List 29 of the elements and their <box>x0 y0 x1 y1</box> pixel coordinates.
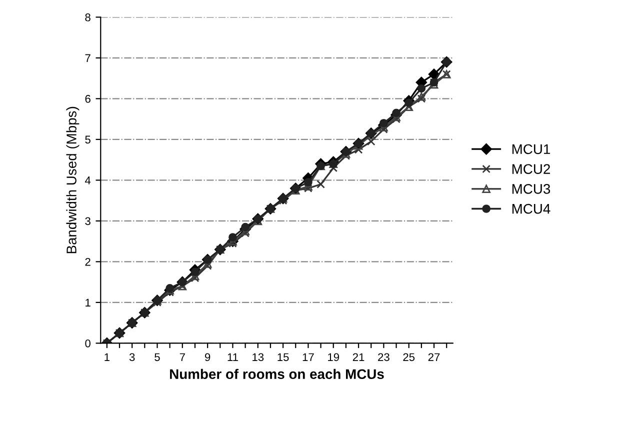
x-tick-label: 27 <box>428 353 440 361</box>
legend-label: MCU1 <box>512 144 550 154</box>
y-tick-label: 2 <box>85 258 90 266</box>
x-tick-label: 17 <box>302 353 314 361</box>
x-tick-label: 25 <box>403 353 415 362</box>
x-tick-label: 1 <box>104 353 110 361</box>
x-tick-label: 3 <box>129 353 135 362</box>
legend-label: MCU4 <box>512 204 550 214</box>
x-tick-label: 15 <box>278 353 289 362</box>
x-tick-label: 9 <box>205 353 210 362</box>
y-tick-label: 8 <box>85 13 90 22</box>
y-tick-label: 7 <box>85 54 90 62</box>
x-tick-label: 23 <box>378 353 390 362</box>
y-tick-label: 4 <box>84 176 91 184</box>
y-tick-label: 6 <box>85 94 90 103</box>
y-tick-label: 0 <box>85 339 90 348</box>
y-tick-label: 3 <box>85 217 90 226</box>
x-axis-title: Number of rooms on each MCUs <box>170 368 384 380</box>
y-tick-label: 5 <box>85 136 90 144</box>
x-tick-label: 7 <box>180 353 185 361</box>
x-tick-label: 5 <box>154 353 160 362</box>
x-tick-label: 19 <box>328 353 340 362</box>
legend-label: MCU3 <box>512 184 550 194</box>
x-tick-label: 13 <box>252 353 264 362</box>
x-tick-label: 11 <box>228 353 238 361</box>
legend-label: MCU2 <box>512 164 550 174</box>
y-tick-label: 1 <box>86 298 90 306</box>
x-tick-label: 21 <box>352 353 364 361</box>
y-axis-title: Bandwidth Used (Mbps) <box>66 106 80 254</box>
